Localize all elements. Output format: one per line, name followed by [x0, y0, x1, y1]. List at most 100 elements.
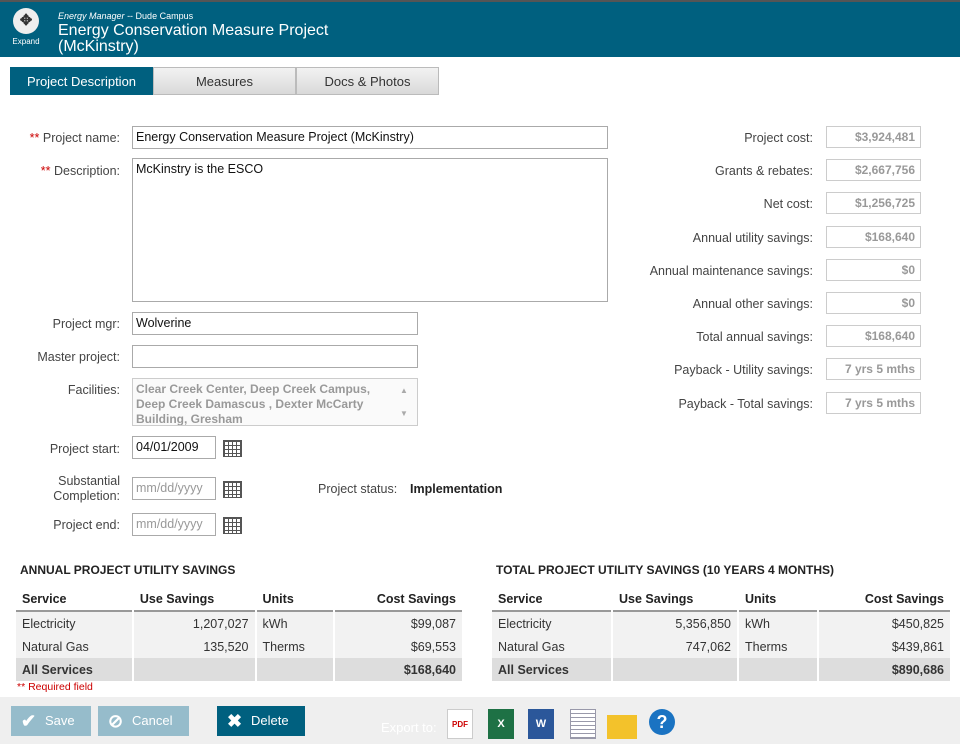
description-label: ** Description:	[20, 164, 120, 178]
header: ✥ Expand Energy Manager -- Dude Campus En…	[0, 0, 960, 57]
table-cell: $890,686	[819, 658, 950, 681]
table-row: Electricity 5,356,850 kWh $450,825	[492, 612, 950, 635]
column-header: Use Savings	[613, 588, 737, 612]
word-export-icon[interactable]: W	[528, 709, 554, 739]
scroll-up-icon[interactable]: ▲	[400, 386, 408, 395]
table-cell: Therms	[738, 635, 818, 658]
summary-value: $168,640	[826, 225, 921, 248]
close-icon: ✖	[227, 711, 243, 731]
summary-label: Annual utility savings:	[692, 230, 813, 245]
summary-value: 7 yrs 5 mths	[826, 391, 921, 414]
required-mark: **	[40, 164, 51, 178]
table-cell	[133, 658, 255, 681]
table-cell: All Services	[492, 658, 612, 681]
facilities-label: Facilities:	[67, 383, 120, 397]
description-textarea[interactable]: McKinstry is the ESCO	[132, 158, 608, 302]
table-cell	[256, 658, 333, 681]
summary-label: Project cost:	[744, 131, 813, 145]
table-cell: Natural Gas	[16, 635, 132, 658]
summary-label: Total annual savings:	[696, 330, 813, 345]
table-cell: Natural Gas	[492, 635, 612, 658]
summary-value: $3,924,481	[826, 126, 921, 148]
cancel-label: Cancel	[132, 713, 173, 728]
delete-label: Delete	[251, 713, 289, 728]
project-start-input[interactable]: 04/01/2009	[132, 436, 216, 459]
table-row: Natural Gas 747,062 Therms $439,861	[492, 635, 950, 658]
app-name: Energy Manager	[58, 11, 125, 21]
summary-label: Annual other savings:	[692, 297, 813, 311]
table-cell: $99,087	[334, 612, 462, 635]
column-header: Cost Savings	[334, 588, 462, 612]
table-cell: 5,356,850	[613, 612, 737, 635]
scroll-down-icon[interactable]: ▼	[400, 409, 408, 418]
expand-label: Expand	[12, 37, 40, 46]
column-header: Units	[256, 588, 333, 612]
facilities-list[interactable]: Clear Creek Center, Deep Creek Campus, D…	[132, 378, 418, 426]
table-cell: 1,207,027	[133, 612, 255, 635]
table-row: All Services $890,686	[492, 658, 950, 681]
table-cell: $450,825	[819, 612, 950, 635]
calendar-icon[interactable]	[223, 440, 242, 457]
expand-button[interactable]: ✥ Expand	[8, 8, 44, 46]
footer-toolbar: ✔ Save ⊘ Cancel ✖ Delete Export to: PDF X W…	[0, 697, 960, 744]
tab-measures[interactable]: Measures	[153, 67, 296, 95]
total-savings-table: Service Use Savings Units Cost Savings Elect…	[490, 588, 952, 681]
master-project-input[interactable]	[132, 345, 418, 368]
completion-input[interactable]: mm/dd/yyyy	[132, 477, 216, 500]
save-button[interactable]: ✔ Save	[11, 706, 91, 736]
column-header: Service	[16, 588, 132, 612]
tab-docs-photos[interactable]: Docs & Photos	[296, 67, 439, 95]
table-cell: Electricity	[16, 612, 132, 635]
table-cell: Electricity	[492, 612, 612, 635]
column-header: Use Savings	[133, 588, 255, 612]
save-label: Save	[45, 713, 75, 728]
project-end-label: Project end:	[53, 518, 120, 532]
excel-export-icon[interactable]: X	[488, 709, 514, 739]
project-mgr-label: Project mgr:	[52, 317, 120, 331]
project-name-label: ** Project name:	[20, 131, 120, 145]
table-cell	[738, 658, 818, 681]
summary-label: Net cost:	[763, 197, 813, 212]
project-mgr-input[interactable]: Wolverine	[132, 312, 418, 335]
annual-savings-table: Service Use Savings Units Cost Savings Elect…	[14, 588, 464, 681]
calendar-icon[interactable]	[223, 517, 242, 534]
cancel-button[interactable]: ⊘ Cancel	[98, 706, 189, 736]
summary-value: $168,640	[826, 325, 921, 348]
label-text: Description:	[54, 164, 120, 178]
table-cell: kWh	[738, 612, 818, 635]
master-project-label: Master project:	[37, 350, 120, 364]
summary-value: $2,667,756	[826, 159, 921, 182]
table-row: All Services $168,640	[16, 658, 462, 681]
table-row: Electricity 1,207,027 kWh $99,087	[16, 612, 462, 635]
tab-bar: Project Description Measures Docs & Phot…	[10, 67, 439, 95]
table-cell: Therms	[256, 635, 333, 658]
column-header: Cost Savings	[819, 588, 950, 612]
required-note: ** Required field	[17, 681, 93, 693]
summary-value: $0	[826, 292, 921, 314]
table-cell: 135,520	[133, 635, 255, 658]
email-export-icon[interactable]	[607, 715, 637, 739]
document-export-icon[interactable]	[570, 709, 596, 739]
project-end-input[interactable]: mm/dd/yyyy	[132, 513, 216, 536]
required-mark: **	[29, 131, 40, 145]
table-cell: $69,553	[334, 635, 462, 658]
completion-label: Substantial Completion:	[53, 474, 120, 503]
delete-button[interactable]: ✖ Delete	[217, 706, 305, 736]
table-cell: 747,062	[613, 635, 737, 658]
table-cell: kWh	[256, 612, 333, 635]
project-status-value: Implementation	[410, 482, 503, 496]
column-header: Service	[492, 588, 612, 612]
summary-value: 7 yrs 5 mths	[826, 358, 921, 381]
pdf-export-icon[interactable]: PDF	[447, 709, 473, 739]
label-text: Project name:	[42, 131, 120, 145]
calendar-icon[interactable]	[223, 481, 242, 498]
expand-icon: ✥	[13, 8, 39, 34]
summary-label: Payback - Total savings:	[678, 396, 813, 411]
project-status-label: Project status:	[318, 482, 398, 496]
summary-label: Annual maintenance savings:	[649, 263, 813, 278]
project-name-input[interactable]: Energy Conservation Measure Project (McK…	[132, 126, 608, 149]
table-cell: $168,640	[334, 658, 462, 681]
table-cell: $439,861	[819, 635, 950, 658]
tab-project-description[interactable]: Project Description	[10, 67, 153, 95]
help-icon[interactable]: ?	[649, 709, 675, 735]
